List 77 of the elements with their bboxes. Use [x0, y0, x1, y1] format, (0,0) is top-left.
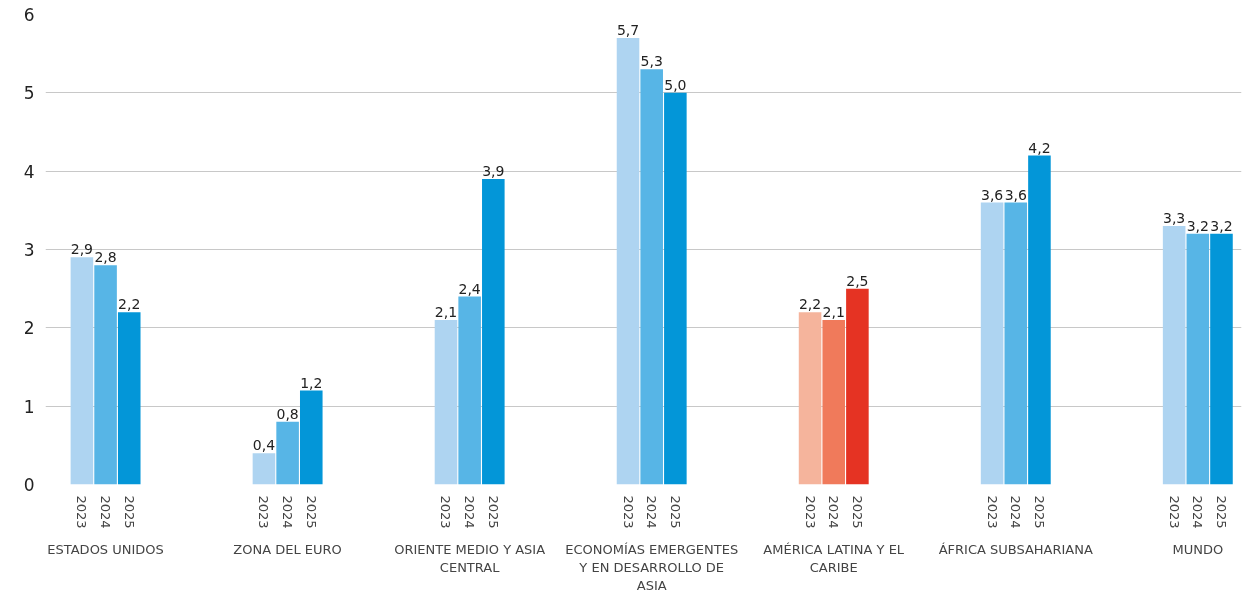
bar: [798, 312, 822, 485]
data-label: 3,3: [1163, 210, 1186, 226]
bar: [434, 320, 458, 485]
y-tick-label: 6: [23, 5, 35, 25]
text: 2023: [74, 495, 90, 529]
bar: [664, 92, 687, 485]
data-label: 2,9: [70, 241, 94, 258]
data-label: 5,7: [616, 22, 640, 38]
text: 2025: [667, 495, 683, 529]
bar: [980, 202, 1004, 485]
text: 2025: [1213, 495, 1229, 529]
bar: [299, 390, 323, 485]
data-label: 3,6: [980, 186, 1004, 203]
bar: [94, 265, 117, 485]
data-label: 3,9: [482, 163, 505, 179]
x-tick-label: ESTADOS UNIDOS: [47, 541, 164, 557]
text: 2023: [256, 495, 272, 529]
data-label: 3,6: [1004, 186, 1027, 203]
y-tick-label: 0: [23, 475, 35, 495]
text: 2023: [984, 495, 1000, 529]
data-label: 2,1: [822, 304, 845, 320]
text: 2024: [462, 495, 478, 529]
data-label: 2,4: [458, 280, 481, 297]
text: 2025: [1031, 495, 1047, 529]
x-tick-label: AMÉRICA LATINA Y EL CARIBE: [763, 541, 905, 575]
data-label: 3,2: [1186, 217, 1209, 234]
text: 2024: [98, 495, 114, 529]
data-label: 2,1: [434, 304, 458, 320]
x-tick-label: MUNDO: [1172, 541, 1224, 557]
data-label: 0,8: [276, 405, 299, 422]
bar: [846, 288, 869, 485]
data-label: 5,3: [640, 53, 663, 70]
data-label: 2,8: [94, 249, 117, 266]
text: 2024: [280, 495, 296, 529]
bar: [1162, 226, 1186, 485]
bar: [458, 296, 481, 485]
y-tick-label: 1: [23, 396, 35, 417]
text: 2023: [1166, 495, 1182, 529]
bar: [1004, 202, 1028, 485]
data-label: 5,0: [664, 76, 687, 93]
bar: [822, 320, 846, 485]
text: 2025: [303, 495, 319, 529]
text: 2023: [438, 495, 454, 529]
text: 2025: [121, 495, 137, 529]
x-tick-label: ORIENTE MEDIO Y ASIA CENTRAL: [394, 541, 546, 575]
text: 2023: [620, 495, 636, 529]
data-label: 3,2: [1210, 217, 1233, 234]
bar: [482, 179, 505, 485]
y-tick-label: 2: [23, 318, 35, 339]
bar: [117, 312, 141, 485]
data-label: 2,2: [118, 296, 141, 313]
text: 2024: [1008, 495, 1024, 529]
data-label: 1,2: [300, 374, 323, 391]
y-tick-label: 5: [23, 83, 35, 104]
data-label: 2,2: [798, 296, 822, 313]
bar: [252, 453, 276, 485]
text: 2025: [849, 495, 865, 529]
bar: [276, 421, 299, 485]
data-label: 4,2: [1028, 139, 1051, 156]
x-tick-label: ÁFRICA SUBSAHARIANA: [938, 541, 1093, 557]
text: 2025: [485, 495, 501, 529]
text: 2024: [1190, 495, 1206, 529]
bar: [1186, 233, 1210, 485]
bar: [1028, 155, 1051, 485]
y-tick-label: 3: [23, 240, 35, 260]
x-tick-label: ECONOMÍAS EMERGENTES Y EN DESARROLLO DE ASIA: [565, 541, 739, 593]
text: 2024: [644, 495, 660, 529]
data-label: 0,4: [252, 437, 276, 454]
bar: [640, 69, 663, 485]
bar: [70, 257, 94, 485]
bar: [1210, 233, 1233, 485]
text: 2023: [802, 495, 818, 529]
x-tick-label: ZONA DEL EURO: [233, 541, 342, 557]
data-label: 2,5: [846, 272, 869, 289]
text: 2024: [826, 495, 842, 529]
bar: [616, 38, 640, 485]
y-tick-label: 4: [23, 161, 35, 182]
